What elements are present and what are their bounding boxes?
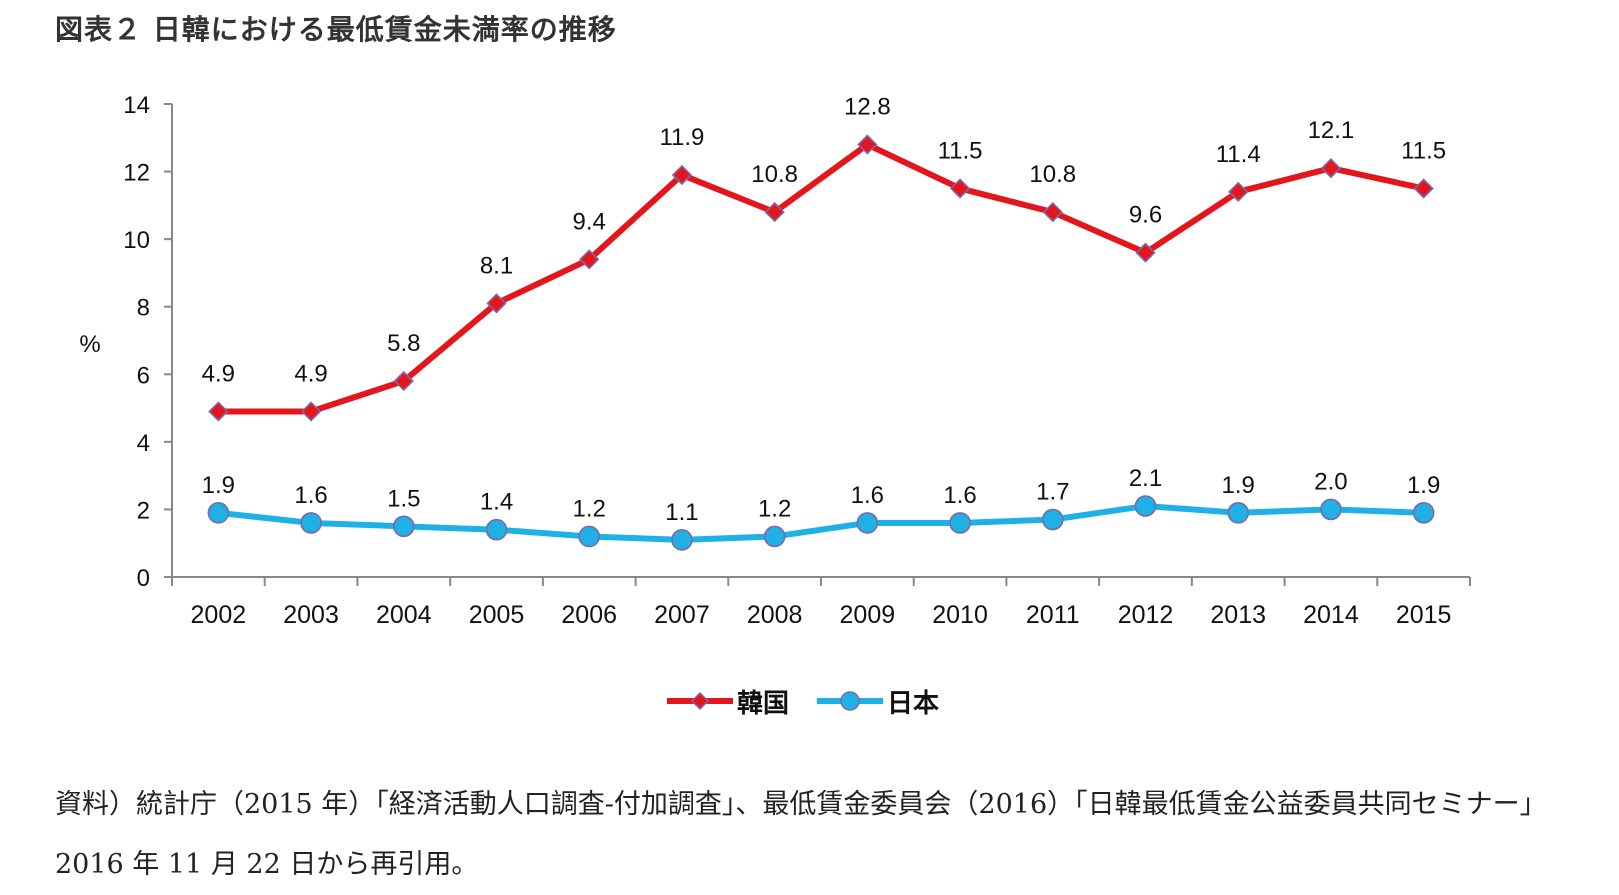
data-point-korea[interactable] [300, 401, 322, 422]
data-label-korea: 5.8 [387, 330, 420, 357]
x-tick-label: 2011 [1026, 601, 1080, 629]
y-axis-label: % [79, 331, 100, 358]
data-label-korea: 10.8 [751, 161, 798, 188]
y-tick-label: 2 [137, 497, 150, 524]
data-point-japan[interactable] [485, 518, 508, 541]
figure-title: 図表２ 日韓における最低賃金未満率の推移 [55, 13, 617, 46]
data-label-korea: 12.8 [844, 94, 891, 121]
data-label-japan: 1.6 [851, 482, 884, 509]
data-label-korea: 4.9 [294, 360, 327, 387]
x-tick-label: 2002 [191, 601, 247, 629]
data-point-japan[interactable] [392, 515, 415, 538]
data-point-japan[interactable] [763, 525, 786, 548]
korea-legend-swatch [667, 691, 733, 711]
data-label-japan: 1.6 [943, 482, 976, 509]
data-point-korea[interactable] [393, 370, 414, 392]
x-tick-label: 2012 [1118, 601, 1174, 629]
data-label-japan: 1.6 [294, 482, 327, 509]
data-label-japan: 1.2 [758, 495, 791, 522]
x-tick-label: 2014 [1303, 601, 1359, 629]
y-tick-label: 12 [123, 160, 150, 187]
data-label-japan: 2.1 [1129, 465, 1162, 492]
data-label-japan: 1.7 [1036, 479, 1069, 506]
data-point-korea[interactable] [1042, 201, 1063, 223]
legend-item-japan[interactable]: 日本 [815, 683, 939, 720]
data-point-japan[interactable] [207, 502, 230, 524]
data-point-korea[interactable] [486, 293, 507, 314]
x-tick-label: 2006 [561, 601, 617, 629]
data-label-korea: 11.9 [659, 124, 704, 151]
x-tick-label: 2008 [747, 601, 803, 629]
data-label-korea: 4.9 [202, 360, 235, 387]
legend-item-korea[interactable]: 韓国 [665, 683, 789, 720]
data-label-japan: 1.9 [1222, 472, 1255, 499]
data-label-japan: 1.5 [387, 485, 420, 512]
data-point-korea[interactable] [208, 401, 229, 422]
data-point-korea[interactable] [1135, 242, 1156, 263]
data-point-korea[interactable] [1413, 178, 1434, 199]
y-tick-label: 4 [137, 430, 150, 457]
data-label-korea: 11.5 [938, 137, 983, 164]
data-point-korea[interactable] [671, 164, 693, 186]
chart-legend: 韓国 日本 [665, 683, 965, 719]
data-label-korea: 11.5 [1401, 137, 1446, 164]
y-tick-label: 10 [123, 227, 150, 254]
y-tick-label: 8 [137, 295, 150, 322]
data-label-korea: 9.6 [1129, 202, 1162, 229]
data-point-japan[interactable] [1227, 502, 1250, 524]
data-label-japan: 1.9 [1407, 472, 1440, 499]
data-point-japan[interactable] [1134, 495, 1157, 517]
data-point-japan[interactable] [1041, 508, 1064, 531]
data-label-korea: 11.4 [1216, 141, 1261, 168]
series-line-japan [215, 503, 1427, 543]
data-label-korea: 8.1 [480, 252, 513, 279]
data-label-korea: 10.8 [1029, 161, 1076, 188]
x-tick-label: 2005 [469, 601, 525, 629]
data-point-korea[interactable] [579, 249, 600, 270]
x-tick-label: 2004 [376, 601, 432, 629]
data-point-japan[interactable] [856, 512, 879, 534]
data-label-korea: 9.4 [573, 208, 606, 235]
line-chart: 0 2 4 6 8 10 12 14% 2002 2003 2004 2005 2006 2007 2008… [79, 92, 1471, 629]
data-point-korea[interactable] [1320, 158, 1342, 179]
x-tick-label: 2007 [654, 601, 710, 629]
y-tick-label: 14 [123, 92, 150, 119]
data-point-korea[interactable] [949, 178, 971, 199]
data-point-korea[interactable] [1228, 181, 1249, 202]
data-point-japan[interactable] [300, 512, 322, 534]
source-note: 資料）統計庁（2015 年）「経済活動人口調査‐付加調査」、最低賃金委員会（20… [55, 789, 1547, 880]
x-tick-label: 2013 [1210, 601, 1266, 629]
data-point-korea[interactable] [857, 134, 878, 155]
data-point-japan[interactable] [1412, 502, 1435, 524]
y-tick-label: 0 [137, 565, 150, 592]
data-label-japan: 1.4 [480, 489, 513, 516]
data-label-japan: 2.0 [1314, 468, 1347, 495]
data-point-japan[interactable] [949, 512, 971, 534]
x-tick-label: 2009 [840, 601, 896, 629]
data-label-japan: 1.9 [202, 472, 235, 499]
data-point-japan[interactable] [671, 529, 693, 551]
x-tick-label: 2010 [932, 601, 988, 629]
x-tick-label: 2003 [283, 601, 339, 629]
x-tick-label: 2015 [1396, 601, 1452, 629]
data-label-japan: 1.2 [573, 495, 606, 522]
data-point-japan[interactable] [1320, 498, 1342, 521]
y-tick-label: 6 [137, 362, 150, 389]
data-label-japan: 1.1 [665, 499, 698, 526]
series-line-korea [215, 141, 1427, 415]
japan-legend-swatch [817, 691, 884, 711]
data-point-korea[interactable] [764, 201, 785, 223]
data-label-korea: 12.1 [1308, 117, 1355, 144]
legend-label-korea: 韓国 [737, 688, 790, 719]
data-point-japan[interactable] [578, 525, 601, 548]
legend-label-japan: 日本 [887, 688, 940, 719]
